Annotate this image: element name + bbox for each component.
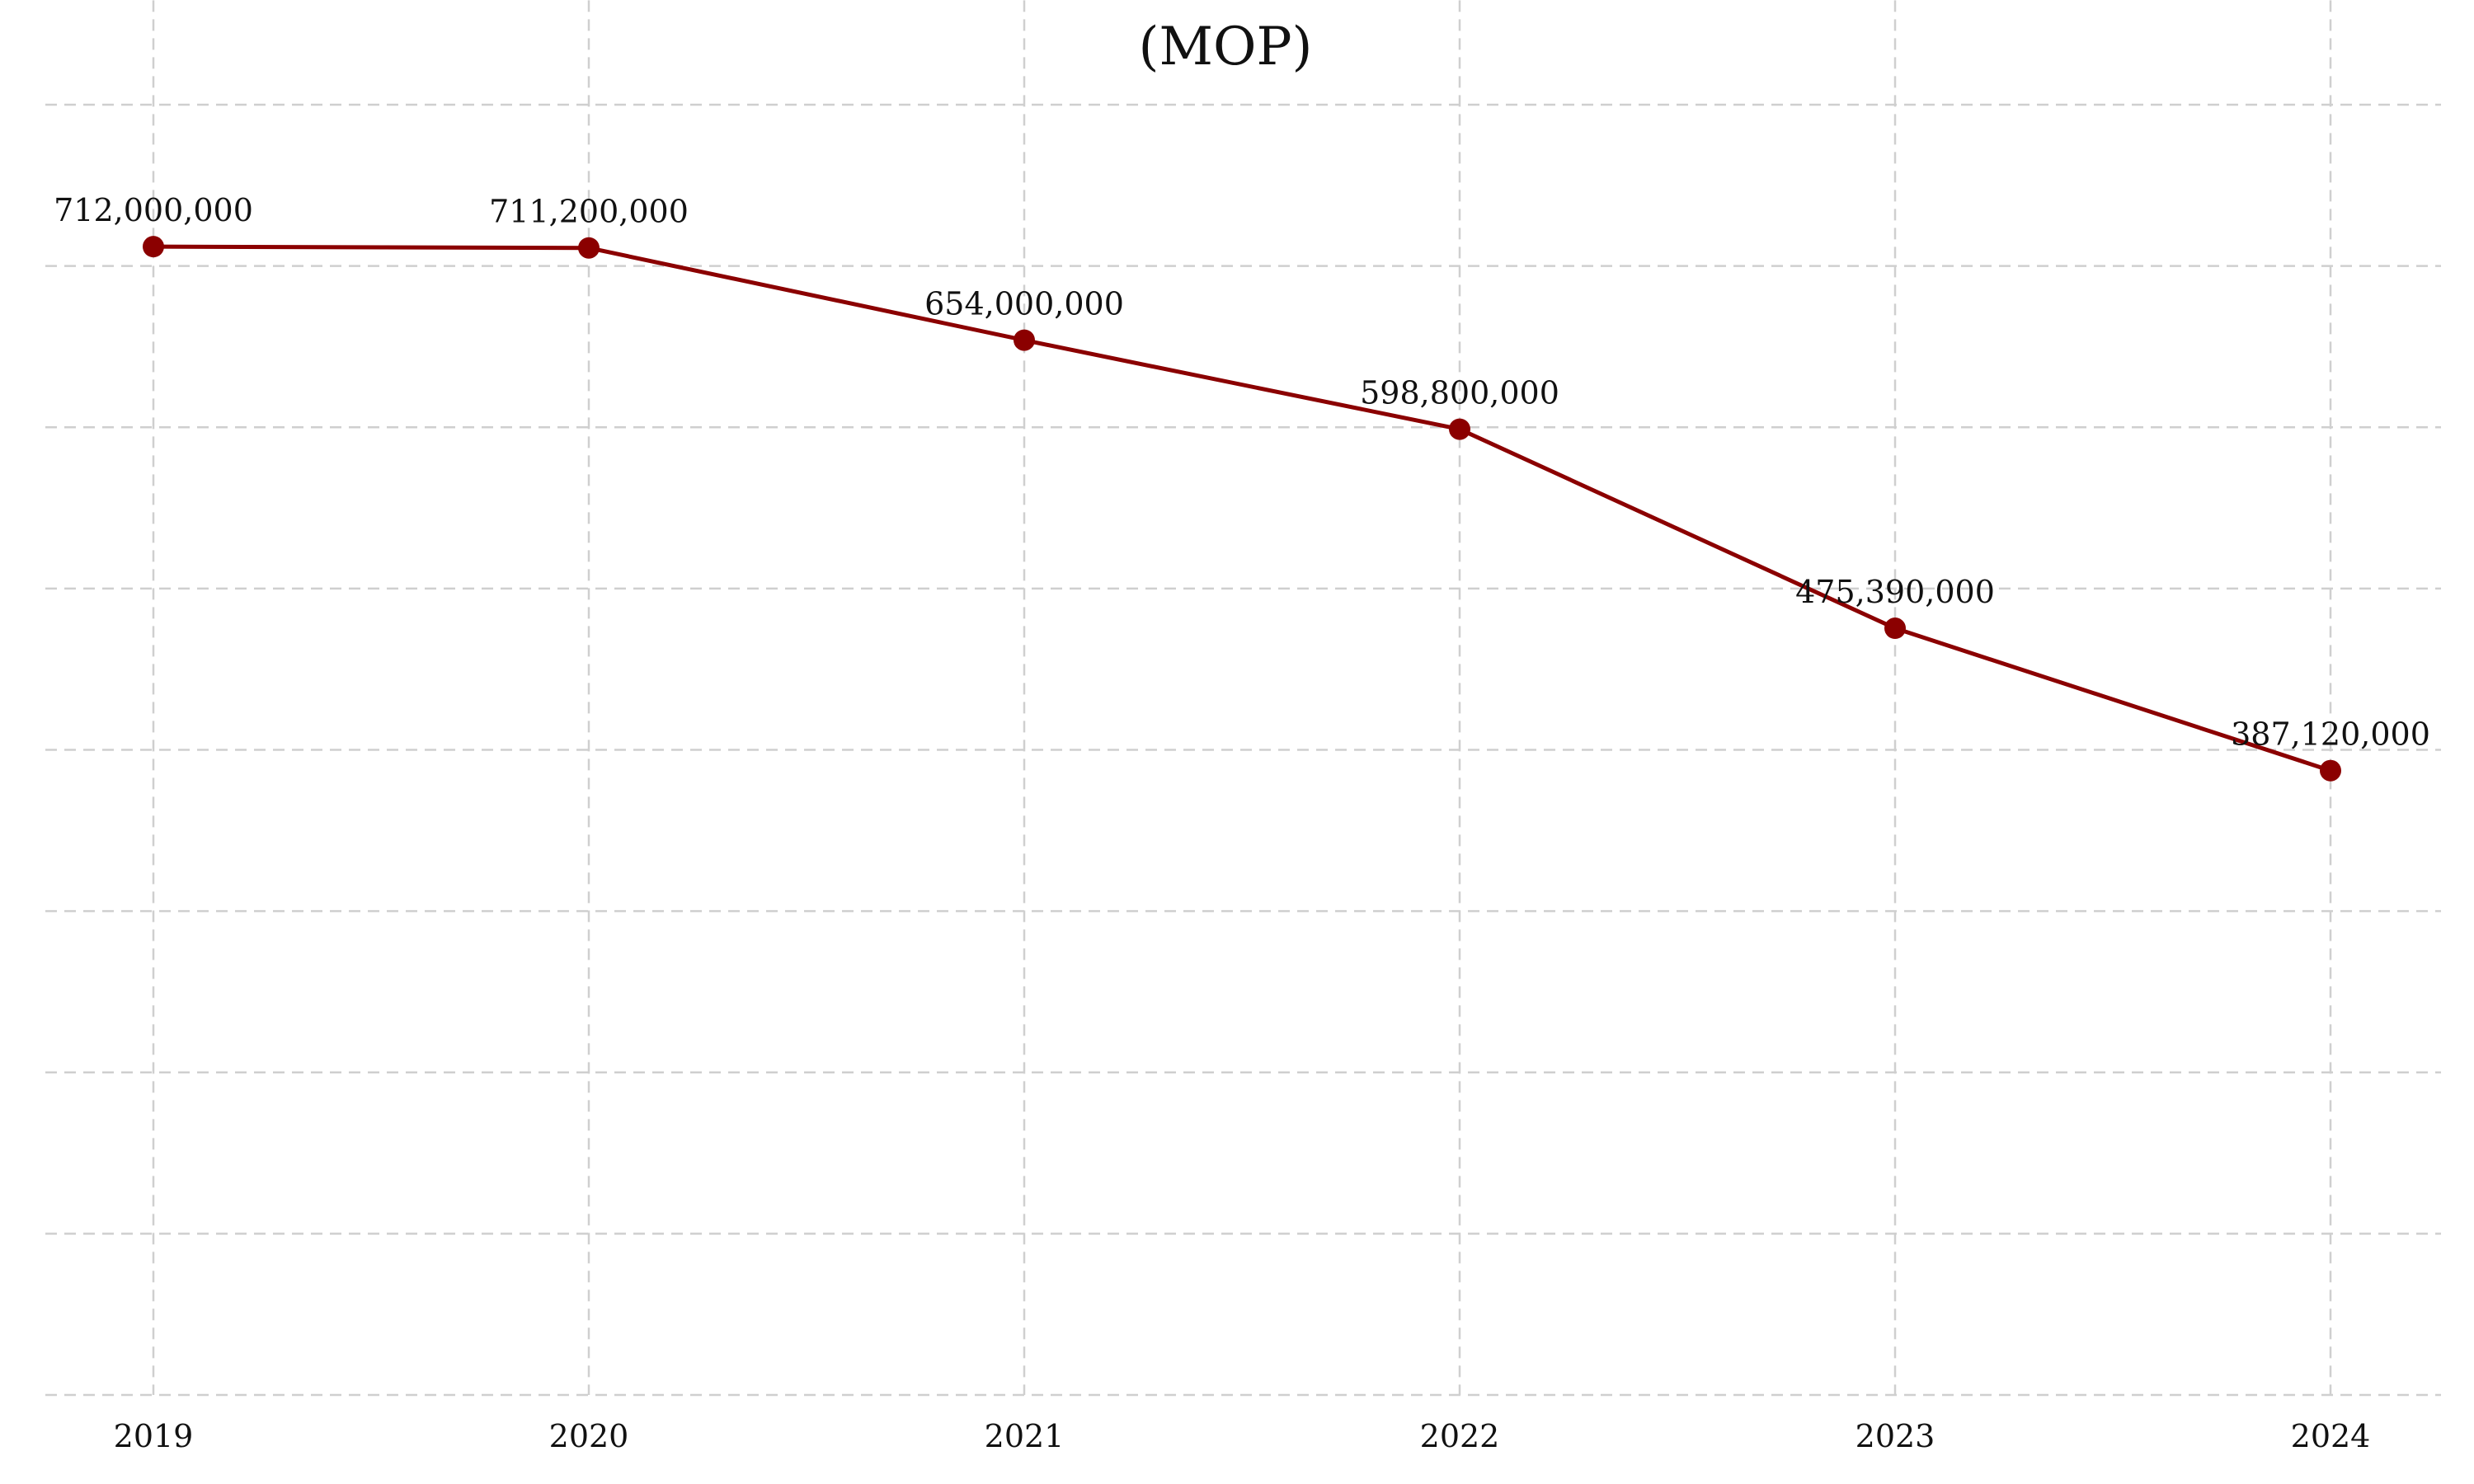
x-tick-label-2020: 2020 bbox=[549, 1418, 629, 1454]
series-line bbox=[153, 244, 2331, 773]
data-label-2023: 475,390,000 bbox=[1795, 574, 1995, 610]
data-point-2023 bbox=[1884, 618, 1906, 640]
y-gridlines bbox=[45, 103, 2441, 1397]
x-tick-label-2022: 2022 bbox=[1420, 1418, 1500, 1454]
x-gridlines bbox=[152, 0, 2332, 1395]
data-point-2022 bbox=[1449, 418, 1470, 440]
x-tick-label-2021: 2021 bbox=[985, 1418, 1065, 1454]
data-label-2019: 712,000,000 bbox=[54, 192, 253, 228]
x-tick-label-2023: 2023 bbox=[1856, 1418, 1935, 1454]
data-point-2019 bbox=[143, 236, 164, 258]
data-label-2021: 654,000,000 bbox=[924, 286, 1124, 322]
x-tick-label-2024: 2024 bbox=[2291, 1418, 2371, 1454]
chart-title: (MOP) bbox=[1139, 16, 1313, 77]
x-tick-label-2019: 2019 bbox=[114, 1418, 194, 1454]
data-label-2024: 387,120,000 bbox=[2231, 716, 2430, 753]
data-point-2021 bbox=[1014, 329, 1035, 351]
data-label-2020: 711,200,000 bbox=[489, 194, 689, 230]
data-label-2022: 598,800,000 bbox=[1360, 375, 1559, 411]
data-point-2020 bbox=[578, 237, 600, 259]
x-tick-labels: 2019 2020 2021 2022 2023 2024 bbox=[114, 1418, 2371, 1454]
data-labels: 712,000,000 711,200,000 654,000,000 598,800… bbox=[54, 192, 2430, 753]
data-points bbox=[143, 236, 2341, 782]
data-point-2024 bbox=[2320, 759, 2341, 782]
